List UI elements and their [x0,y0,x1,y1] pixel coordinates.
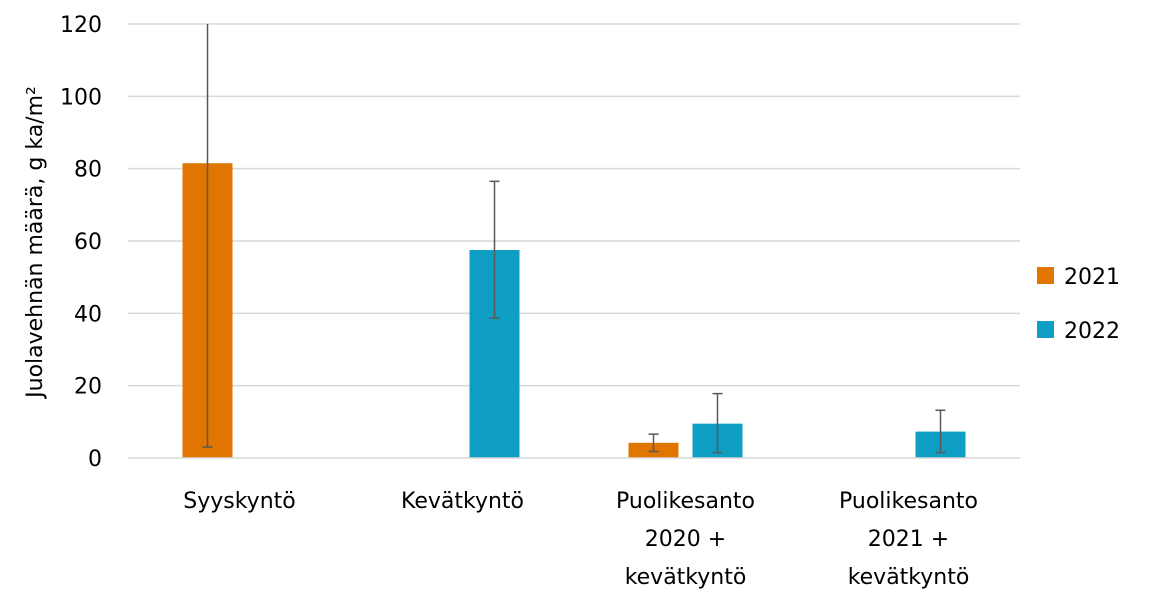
y-tick-label: 100 [60,85,102,110]
x-category-label: Puolikesanto 2021 + kevätkyntö [839,489,978,590]
x-category-label-line: Puolikesanto [839,489,978,514]
x-category-label-line: Kevätkyntö [401,489,524,514]
x-axis-categories: Syyskyntö Kevätkyntö Puolikesanto 2020 + kev… [183,489,978,590]
legend: 2021 2022 [1037,265,1120,344]
y-tick-label: 120 [60,13,102,38]
y-axis-ticks: 0 20 40 60 80 100 120 [60,13,102,472]
y-tick-label: 0 [88,447,102,472]
legend-item-2022: 2022 [1037,319,1120,344]
legend-item-2021: 2021 [1037,265,1120,290]
y-axis-title: Juolavehnän määrä, g ka/m² [23,86,48,400]
x-category-label: Kevätkyntö [401,489,524,514]
error-bar-2021-0 [202,24,213,448]
y-tick-label: 80 [74,158,102,183]
legend-swatch [1037,321,1054,338]
x-category-label-line: kevätkyntö [848,565,970,590]
x-category-label-line: Puolikesanto [616,489,755,514]
legend-label: 2022 [1064,319,1120,344]
bars [182,163,966,458]
x-category-label-line: 2021 + [868,527,949,552]
gridlines [128,23,1020,387]
error-bar-2022-1 [489,180,500,319]
error-bar-2021-2 [648,433,659,453]
x-category-label: Syyskyntö [183,489,295,514]
y-tick-label: 60 [74,230,102,255]
legend-swatch [1037,267,1054,284]
x-category-label-line: Syyskyntö [183,489,295,514]
x-category-label-line: kevätkyntö [625,565,747,590]
x-category-label: Puolikesanto 2020 + kevätkyntö [616,489,755,590]
error-bar-2022-2 [712,392,723,454]
y-tick-label: 20 [74,375,102,400]
x-category-label-line: 2020 + [645,527,726,552]
y-tick-label: 40 [74,302,102,327]
error-bars [202,24,946,454]
error-bar-2022-3 [935,409,946,454]
legend-label: 2021 [1064,265,1120,290]
